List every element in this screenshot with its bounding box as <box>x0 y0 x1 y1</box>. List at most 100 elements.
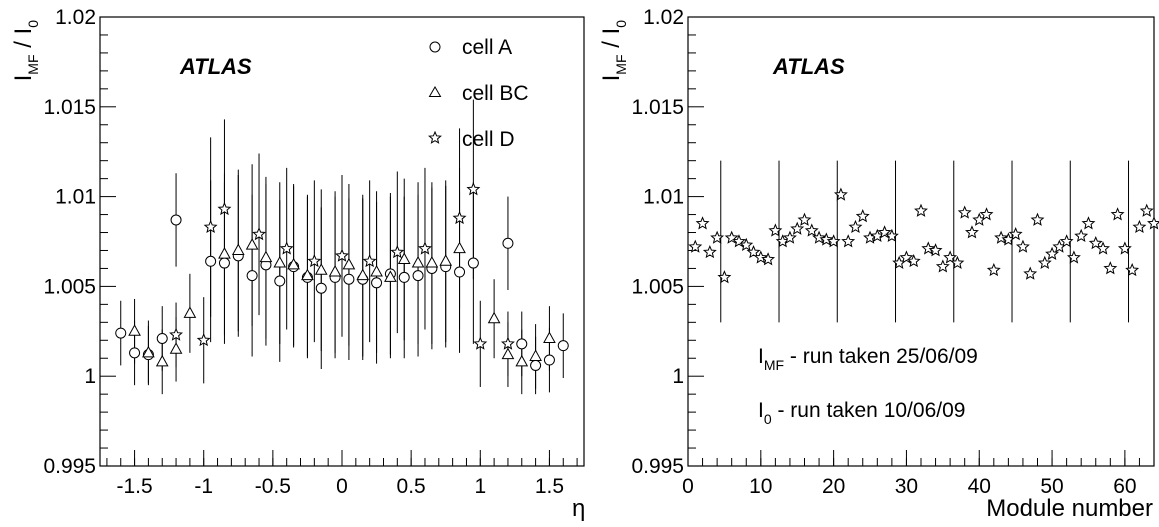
marker-cell-d <box>994 230 1009 244</box>
marker-cell-d <box>841 234 856 248</box>
marker-cell-d <box>695 216 710 230</box>
marker-cell-d <box>957 205 972 219</box>
marker-cell-bc <box>328 264 342 277</box>
marker-cell-d <box>390 244 405 259</box>
marker-cell-a <box>371 277 383 289</box>
left-x-tick-label: 0.5 <box>397 475 426 498</box>
marker-cell-d <box>1103 261 1118 275</box>
marker-cell-bc <box>515 354 529 367</box>
marker-cell-d <box>217 201 232 216</box>
marker-cell-d <box>452 210 467 225</box>
left-legend: cell A cell BC cell D <box>428 36 529 151</box>
right-note-mf: IMF - run taken 25/06/09 <box>758 345 978 373</box>
marker-cell-bc <box>356 268 370 281</box>
right-note-0: I0 - run taken 10/06/09 <box>758 399 965 427</box>
left-y-axis-label: IMF / I0 <box>10 20 41 82</box>
marker-cell-d <box>702 244 717 259</box>
legend-cell-bc: cell BC <box>462 82 529 105</box>
left-x-tick-label: 0 <box>336 475 348 498</box>
marker-cell-a <box>343 273 355 285</box>
marker-cell-d <box>950 255 965 269</box>
left-y-tick-label: 0.995 <box>43 455 96 478</box>
marker-cell-bc <box>287 257 300 270</box>
marker-cell-a <box>156 332 168 344</box>
marker-cell-d <box>812 230 827 244</box>
marker-cell-d <box>196 332 211 347</box>
right-markers <box>688 187 1159 284</box>
marker-cell-d <box>848 219 863 234</box>
right-y-tick-label: 1 <box>672 365 684 388</box>
marker-cell-bc <box>384 270 397 282</box>
right-atlas-label: ATLAS <box>772 54 845 79</box>
marker-cell-d <box>986 262 1001 277</box>
marker-cell-d <box>739 237 754 252</box>
marker-cell-a <box>398 271 410 283</box>
marker-cell-bc <box>529 349 542 361</box>
marker-cell-d <box>710 230 725 244</box>
marker-cell-d <box>1023 266 1038 280</box>
legend-triangle-icon <box>428 86 442 97</box>
marker-cell-d <box>362 253 377 268</box>
marker-cell-d <box>833 187 848 201</box>
marker-cell-d <box>965 225 979 239</box>
right-x-axis-label: Module number <box>986 495 1153 522</box>
marker-cell-bc <box>501 347 515 360</box>
marker-cell-d <box>279 241 294 255</box>
marker-cell-d <box>1117 241 1132 255</box>
marker-cell-a <box>170 214 182 226</box>
marker-cell-d <box>943 250 958 264</box>
marker-cell-d <box>746 244 761 259</box>
marker-cell-d <box>790 221 805 235</box>
marker-cell-bc <box>342 257 356 270</box>
left-y-tick-label: 1 <box>84 365 96 388</box>
marker-cell-d <box>921 241 936 255</box>
marker-cell-a <box>274 275 286 287</box>
marker-cell-d <box>797 212 812 226</box>
marker-cell-bc <box>169 342 183 354</box>
left-y-tick-label: 1.005 <box>43 275 96 298</box>
marker-cell-bc <box>155 354 169 367</box>
marker-cell-d <box>252 227 266 241</box>
marker-cell-d <box>753 250 768 264</box>
left-x-tick-label: -1 <box>194 475 213 498</box>
marker-cell-a <box>516 338 528 350</box>
marker-cell-d <box>688 239 703 253</box>
marker-cell-bc <box>231 243 245 255</box>
marker-cell-d <box>914 203 928 217</box>
marker-cell-bc <box>425 256 439 268</box>
marker-cell-a <box>115 327 127 339</box>
marker-cell-a <box>530 359 542 371</box>
marker-cell-d <box>169 327 183 341</box>
left-x-tick-label: 1 <box>474 475 486 498</box>
right-x-tick-label: 30 <box>895 475 918 498</box>
marker-cell-d <box>819 232 834 246</box>
marker-cell-d <box>855 209 870 223</box>
marker-cell-d <box>1088 236 1103 250</box>
marker-cell-d <box>307 253 322 268</box>
right-y-axis-label: IMF / I0 <box>598 20 629 82</box>
marker-cell-a <box>543 354 555 366</box>
marker-cell-d <box>1008 227 1023 241</box>
marker-cell-d <box>473 336 488 350</box>
marker-cell-bc <box>411 256 425 268</box>
marker-cell-bc <box>245 238 259 250</box>
right-y-tick-label: 1.02 <box>643 6 684 29</box>
marker-cell-d <box>928 243 943 257</box>
right-axis-ticks: 0.995 1 1.005 1.01 1.015 1.02 0 10 20 30 40 50 60 <box>631 6 1155 498</box>
left-x-axis-label: η <box>572 495 585 522</box>
right-y-tick-label: 1.005 <box>631 275 684 298</box>
marker-cell-d <box>1037 255 1052 269</box>
marker-cell-bc <box>273 256 287 268</box>
marker-cell-d <box>1125 262 1140 277</box>
left-atlas-label: ATLAS <box>179 54 252 79</box>
marker-cell-bc <box>183 306 197 318</box>
right-x-tick-label: 10 <box>749 475 772 498</box>
marker-cell-d <box>335 248 349 262</box>
left-x-tick-label: -0.5 <box>255 475 291 498</box>
marker-cell-a <box>129 347 141 359</box>
right-x-tick-label: 20 <box>822 475 845 498</box>
marker-cell-bc <box>453 241 466 254</box>
right-x-tick-label: 50 <box>1040 475 1063 498</box>
marker-cell-d <box>884 228 899 243</box>
